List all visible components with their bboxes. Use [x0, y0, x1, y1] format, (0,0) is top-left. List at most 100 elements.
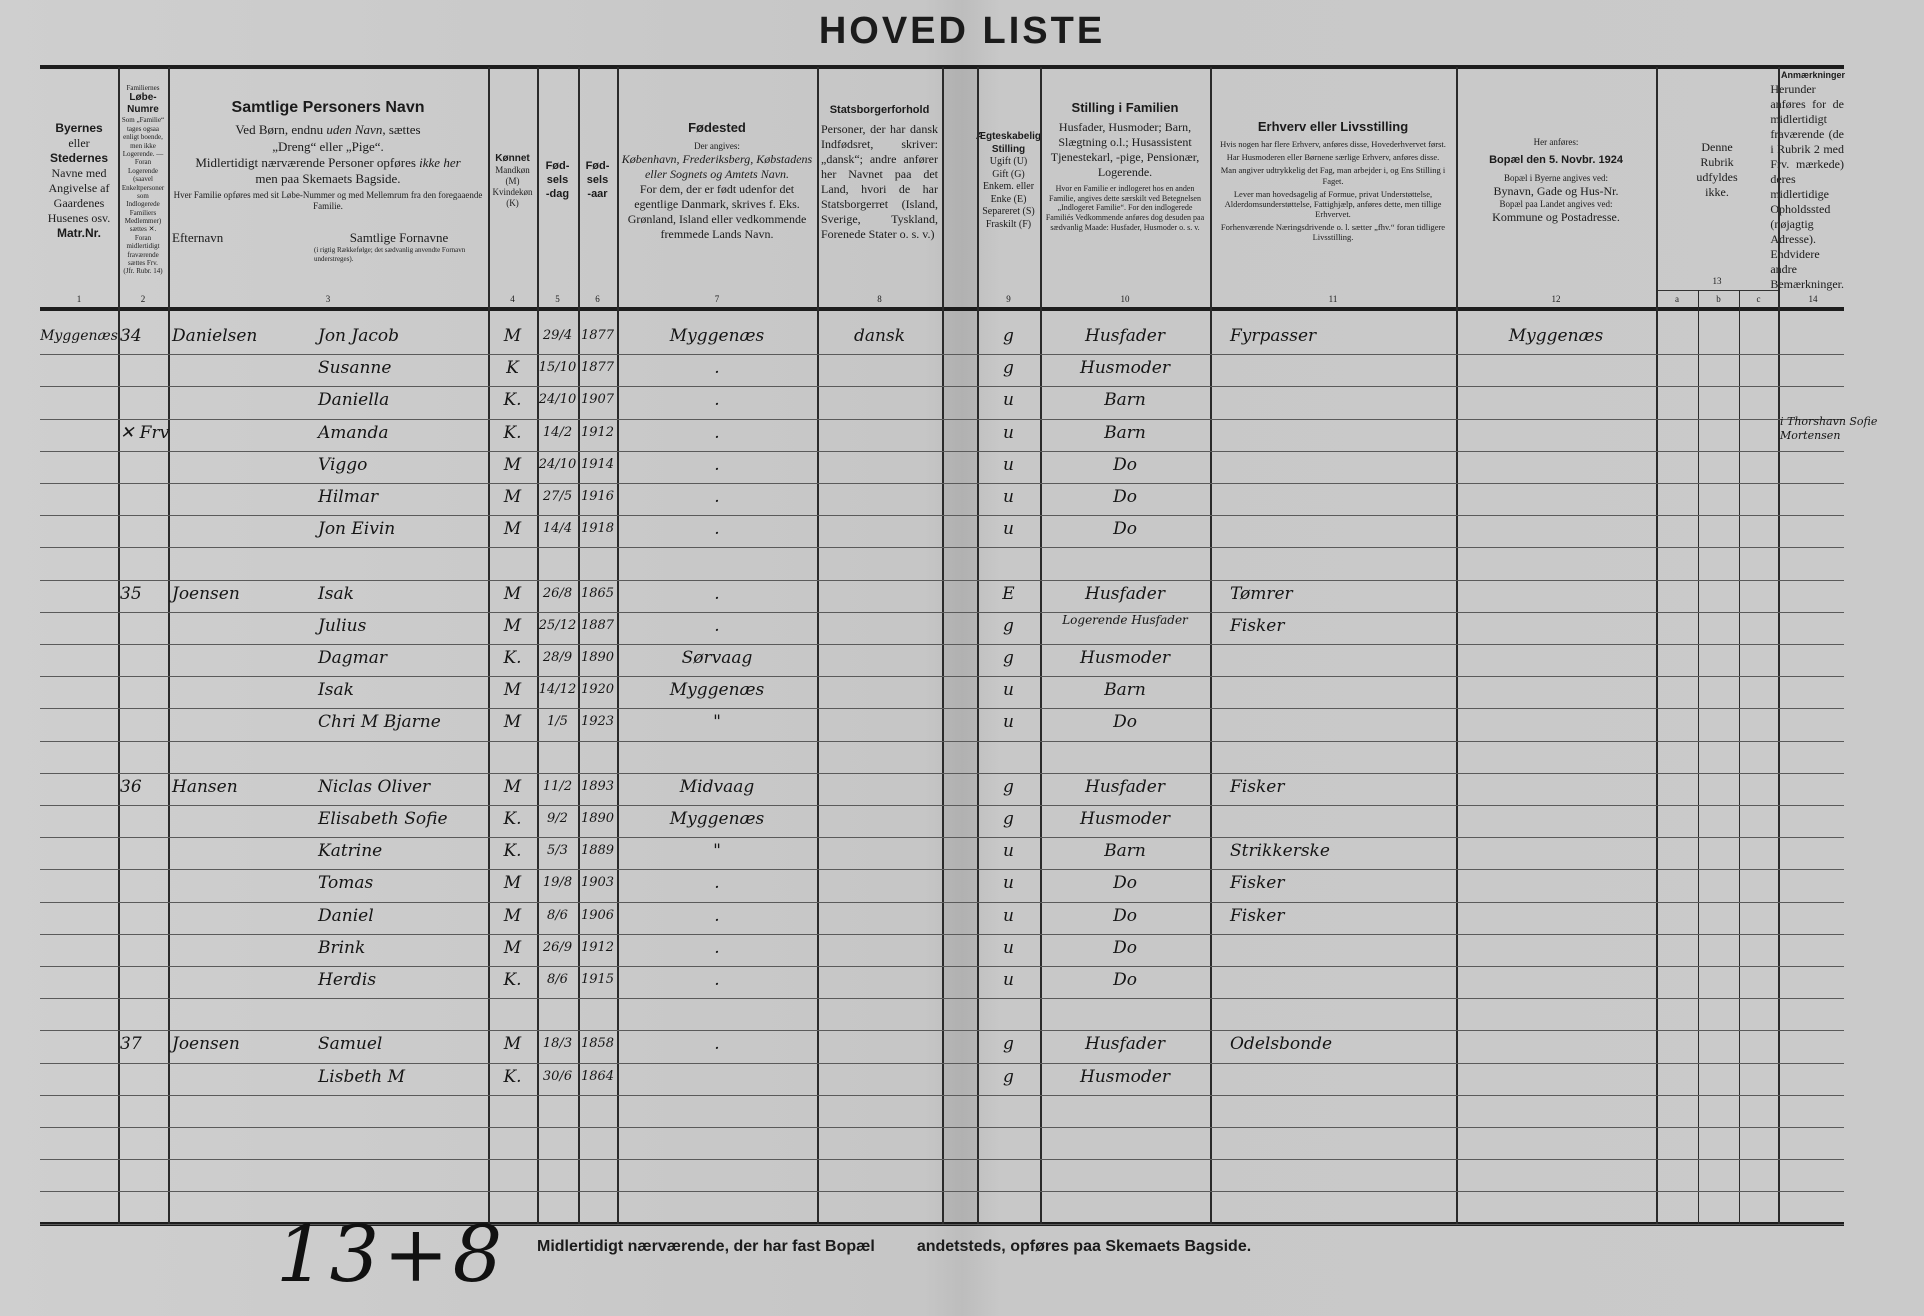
header-text: Kommune og Postadresse. — [1492, 210, 1620, 225]
row-rule — [40, 386, 1844, 388]
cell-given: Viggo — [318, 454, 368, 475]
cell-year: 1887 — [580, 617, 615, 633]
cell-day: 15/10 — [538, 360, 577, 376]
column-rule — [942, 67, 944, 1224]
cell-given: Tomas — [318, 873, 374, 894]
cell-marital: g — [1003, 358, 1014, 379]
header-text: Bynavn, Gade og Hus-Nr. — [1493, 184, 1619, 199]
header-col-12: Her anføres: Bopæl den 5. Novbr. 1924 Bo… — [1456, 70, 1656, 292]
row-rule — [40, 933, 1844, 935]
header-text: Husfader, Husmoder; Barn, Slægtning o.l.… — [1050, 120, 1200, 180]
cell-marital: u — [1003, 841, 1014, 862]
cell-given: Amanda — [318, 422, 389, 443]
header-text: Herunder anføres for de midlertidigt fra… — [1770, 81, 1845, 291]
cell-surname: Danielsen — [172, 326, 258, 346]
cell-position: Husfader — [1085, 776, 1165, 797]
cell-occupation: Fisker — [1230, 776, 1285, 797]
column-rule — [578, 67, 580, 1224]
header-text: Personer, der har dansk Indfødsret, skri… — [821, 121, 938, 241]
cell-birthplace: . — [714, 873, 720, 894]
cell-birthplace: Myggenæs — [669, 326, 765, 346]
cell-position: Do — [1113, 487, 1137, 507]
header-title: Fød-sels-aar — [585, 160, 610, 200]
cell-position: Husmoder — [1080, 1066, 1170, 1087]
cell-birthplace: . — [714, 358, 720, 379]
cell-sex: K. — [503, 422, 522, 443]
cell-year: 1877 — [580, 328, 615, 343]
cell-day: 29/4 — [542, 328, 573, 343]
cell-given: Chri M Bjarne — [318, 712, 441, 733]
column-rule — [1778, 67, 1780, 1224]
header-text: Forhenværende Næringsdrivende o. l. sætt… — [1220, 222, 1446, 243]
header-text: Man angiver udtrykkelig det Fag, man arb… — [1220, 165, 1446, 186]
row-rule — [40, 740, 1844, 742]
cell-sex: M — [503, 937, 522, 958]
cell-position: Husmoder — [1080, 358, 1170, 379]
cell-given: Julius — [318, 615, 367, 636]
cell-year: 1864 — [580, 1068, 615, 1084]
cell-given: Daniella — [318, 390, 390, 411]
subcolumn-rule — [1739, 290, 1740, 1224]
column-rule — [488, 67, 490, 1224]
header-text: Hvis nogen har flere Erhverv, anføres di… — [1220, 138, 1446, 149]
header-text: Enkem. eller Enke (E) — [982, 181, 1035, 205]
header-text: Separeret (S) — [982, 206, 1035, 217]
header-title: Ægteskabelig Stilling — [975, 131, 1042, 155]
header-col-11: Erhverv eller Livsstilling Hvis nogen ha… — [1210, 70, 1456, 292]
row-rule — [40, 547, 1844, 549]
page-title: HOVED LISTE — [818, 10, 1106, 52]
cell-given: Jon Jacob — [318, 326, 399, 346]
header-text: (i rigtig Rækkefølge; det sædvanlig anve… — [314, 246, 466, 263]
column-number: 7 — [714, 294, 720, 304]
row-rule — [40, 1094, 1844, 1096]
column-number: 13 — [1712, 276, 1722, 286]
cell-sex: K — [506, 358, 519, 379]
cell-sex: K. — [503, 970, 522, 990]
cell-year: 1903 — [580, 875, 615, 891]
header-title: Fødested — [688, 120, 746, 136]
cell-given: Brink — [318, 937, 366, 958]
header-text: Navne med Angivelse af Gaardenes Husenes… — [47, 166, 111, 225]
header-subtitle-given: Samtlige Fornavne — [349, 229, 449, 245]
cell-position: Do — [1113, 970, 1137, 990]
cell-marital: u — [1003, 712, 1014, 733]
cell-given: Isak — [318, 680, 354, 701]
header-text: Ugift (U) — [989, 156, 1028, 167]
row-rule — [40, 708, 1844, 710]
cell-sex: M — [503, 776, 522, 797]
cell-marital: g — [1003, 776, 1014, 797]
cell-day: 11/2 — [542, 778, 573, 794]
cell-marital: g — [1003, 1066, 1014, 1087]
cell-day: 14/4 — [542, 521, 573, 537]
header-title: Statsborgerforhold — [829, 104, 930, 116]
column-number: 6 — [595, 294, 600, 304]
cell-citizenship: dansk — [854, 326, 905, 346]
cell-sex: M — [503, 680, 522, 701]
row-rule — [40, 1191, 1844, 1193]
header-text: , sættes — [382, 122, 421, 138]
cell-birthplace: . — [714, 519, 720, 540]
header-text: Bopæl den 5. Novbr. 1924 — [1489, 153, 1623, 166]
row-rule — [40, 805, 1844, 806]
cell-remarks: i Thorshavn Sofie Mortensen — [1780, 414, 1878, 442]
cell-position: Barn — [1104, 390, 1146, 411]
cell-day: 30/6 — [542, 1068, 573, 1084]
cell-day: 19/8 — [542, 875, 573, 891]
cell-marital: u — [1003, 454, 1014, 475]
cell-day: 1/5 — [547, 714, 568, 730]
cell-year: 1865 — [580, 585, 615, 601]
column-rule — [537, 67, 539, 1224]
cell-sex: M — [503, 873, 522, 894]
cell-birthplace: . — [714, 422, 720, 443]
column-subnumber: c — [1756, 294, 1761, 304]
cell-birthplace: " — [713, 841, 721, 862]
cell-sex: K. — [503, 1066, 522, 1087]
header-text: Ved Børn, endnu — [235, 122, 327, 138]
cell-famno: 37 — [120, 1034, 142, 1055]
cell-surname: Joensen — [172, 583, 240, 604]
row-rule — [40, 515, 1844, 517]
column-number: 8 — [877, 294, 882, 304]
cell-marital: g — [1003, 809, 1014, 829]
column-number: 14 — [1808, 294, 1818, 304]
cell-sex: K. — [503, 390, 522, 411]
